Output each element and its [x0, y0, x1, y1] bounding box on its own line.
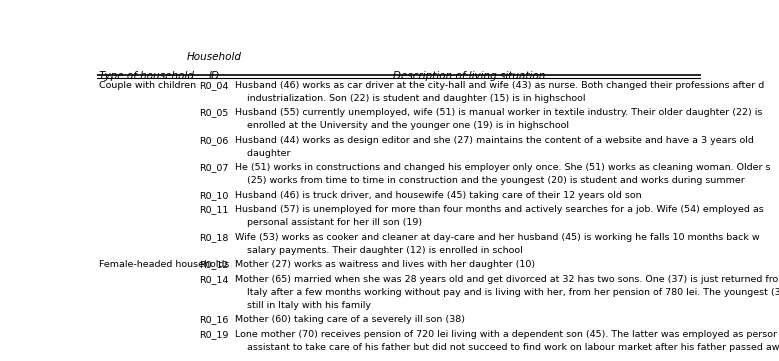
- Text: He (51) works in constructions and changed his employer only once. She (51) work: He (51) works in constructions and chang…: [235, 164, 770, 173]
- Text: R0_14: R0_14: [199, 275, 228, 284]
- Text: ID: ID: [209, 71, 220, 81]
- Text: R0_12: R0_12: [199, 260, 228, 269]
- Text: Wife (53) works as cooker and cleaner at day-care and her husband (45) is workin: Wife (53) works as cooker and cleaner at…: [235, 233, 760, 242]
- Text: R0_04: R0_04: [199, 81, 228, 90]
- Text: R0_10: R0_10: [199, 191, 228, 200]
- Text: Lone mother (70) receives pension of 720 lei living with a dependent son (45). T: Lone mother (70) receives pension of 720…: [235, 330, 777, 339]
- Text: Italy after a few months working without pay and is living with her, from her pe: Italy after a few months working without…: [235, 288, 779, 297]
- Text: personal assistant for her ill son (19): personal assistant for her ill son (19): [235, 218, 422, 227]
- Text: Type of household: Type of household: [99, 71, 194, 81]
- Text: R0_16: R0_16: [199, 316, 228, 325]
- Text: Husband (55) currently unemployed, wife (51) is manual worker in textile industr: Husband (55) currently unemployed, wife …: [235, 108, 763, 117]
- Text: Mother (65) married when she was 28 years old and get divorced at 32 has two son: Mother (65) married when she was 28 year…: [235, 275, 778, 284]
- Text: R0_11: R0_11: [199, 205, 228, 214]
- Text: salary payments. Their daughter (12) is enrolled in school: salary payments. Their daughter (12) is …: [235, 246, 523, 255]
- Text: R0_07: R0_07: [199, 164, 228, 173]
- Text: Mother (27) works as waitress and lives with her daughter (10): Mother (27) works as waitress and lives …: [235, 260, 535, 269]
- Text: still in Italy with his family: still in Italy with his family: [235, 301, 371, 310]
- Text: Husband (57) is unemployed for more than four months and actively searches for a: Husband (57) is unemployed for more than…: [235, 205, 763, 214]
- Text: (25) works from time to time in construction and the youngest (20) is student an: (25) works from time to time in construc…: [235, 177, 745, 186]
- Text: enrolled at the University and the younger one (19) is in highschool: enrolled at the University and the young…: [235, 121, 569, 130]
- Text: Husband (46) works as car driver at the city-hall and wife (43) as nurse. Both c: Husband (46) works as car driver at the …: [235, 81, 764, 90]
- Text: R0_05: R0_05: [199, 108, 228, 117]
- Text: industrialization. Son (22) is student and daughter (15) is in highschool: industrialization. Son (22) is student a…: [235, 94, 586, 103]
- Text: R0_18: R0_18: [199, 233, 228, 242]
- Text: R0_06: R0_06: [199, 136, 228, 145]
- Text: Female-headed households: Female-headed households: [99, 260, 229, 269]
- Text: R0_19: R0_19: [199, 330, 228, 339]
- Text: assistant to take care of his father but did not succeed to find work on labour : assistant to take care of his father but…: [235, 343, 779, 352]
- Text: Description of living situation: Description of living situation: [393, 71, 546, 81]
- Text: Mother (60) taking care of a severely ill son (38): Mother (60) taking care of a severely il…: [235, 316, 465, 325]
- Text: Household: Household: [186, 52, 241, 62]
- Text: Husband (44) works as design editor and she (27) maintains the content of a webs: Husband (44) works as design editor and …: [235, 136, 754, 145]
- Text: Couple with children: Couple with children: [99, 81, 196, 90]
- Text: daughter: daughter: [235, 149, 291, 158]
- Text: Husband (46) is truck driver, and housewife (45) taking care of their 12 years o: Husband (46) is truck driver, and housew…: [235, 191, 642, 200]
